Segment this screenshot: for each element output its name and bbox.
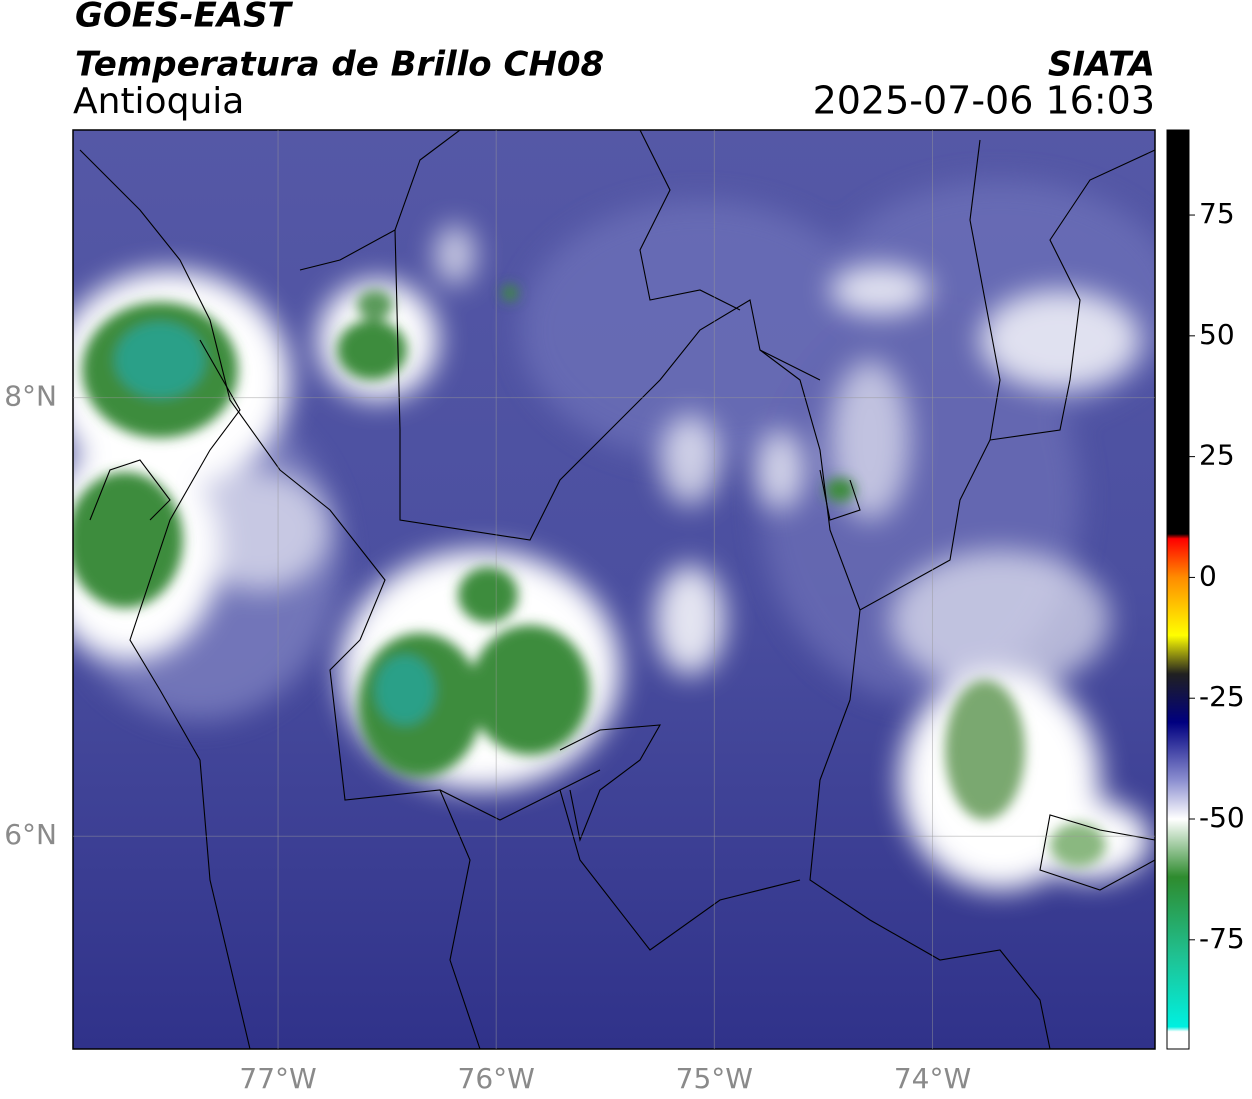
title: GOES-EAST (75, 0, 294, 36)
source: SIATA (1048, 45, 1155, 85)
map-frame (72, 129, 1156, 1050)
colorbar-tick-label: 50 (1199, 318, 1235, 351)
x-tick-label: 76°W (458, 1062, 535, 1095)
colorbar-tick-label: 25 (1199, 439, 1235, 472)
x-tick-label: 75°W (676, 1062, 753, 1095)
colorbar (1166, 129, 1190, 1050)
region: Antioquia (73, 81, 244, 122)
colorbar-tick-label: -50 (1199, 801, 1245, 834)
map-field (73, 130, 1155, 1049)
colorbar-tick-label: 0 (1199, 559, 1217, 592)
subtitle: Temperatura de Brillo CH08 (75, 45, 604, 85)
y-tick-label: 6°N (4, 818, 57, 851)
colorbar-tick-label: 75 (1199, 197, 1235, 230)
x-tick-label: 74°W (894, 1062, 971, 1095)
boundaries (79, 130, 1155, 1049)
timestamp: 2025-07-06 16:03 (813, 79, 1155, 123)
y-tick-label: 8°N (4, 380, 57, 413)
colorbar-tick-label: -75 (1199, 922, 1245, 955)
x-tick-label: 77°W (239, 1062, 316, 1095)
colorbar-tick-label: -25 (1199, 680, 1245, 713)
